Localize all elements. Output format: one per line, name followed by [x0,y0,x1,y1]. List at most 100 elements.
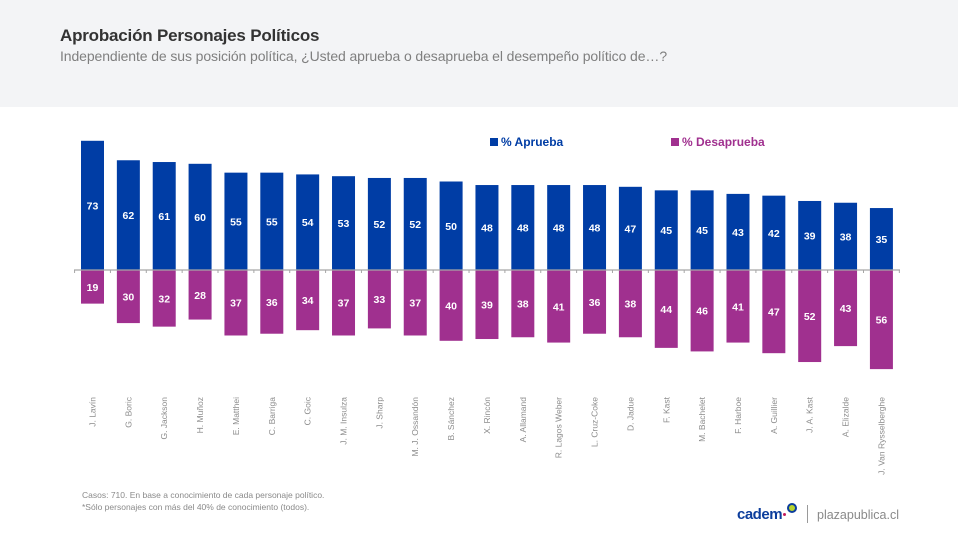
bar-disapprove [439,270,463,341]
data-label-disapprove: 43 [840,303,852,315]
data-label-approve: 55 [266,216,278,228]
category-label: J. Van Rysselberghe [876,397,886,475]
data-label-approve: 39 [804,230,816,242]
category-label: D. Jadue [625,397,635,431]
legend-disapprove: % Desaprueba [671,135,765,149]
category-label: L. Cruz-Coke [590,397,600,447]
data-label-disapprove: 38 [517,299,529,311]
data-label-approve: 73 [87,200,99,212]
data-label-disapprove: 19 [87,282,99,294]
bar-disapprove [654,270,678,348]
category-label: E. Matthei [231,397,241,435]
category-label: C. Goic [303,396,313,425]
data-label-approve: 43 [732,227,744,239]
page-title: Aprobación Personajes Políticos [60,26,320,45]
data-label-disapprove: 37 [409,298,421,310]
site-link[interactable]: plazapublica.cl [817,508,899,522]
data-label-approve: 45 [696,225,708,237]
bar-approve [367,177,391,270]
data-label-disapprove: 37 [230,298,242,310]
bar-approve [690,190,714,270]
bar-approve [81,140,104,270]
bar-approve [188,163,212,270]
bar-disapprove [224,270,248,336]
bar-approve [224,172,248,270]
data-label-approve: 48 [481,223,493,235]
bar-disapprove [511,270,535,338]
bar-disapprove [762,270,786,354]
data-label-approve: 54 [302,217,314,229]
bar-disapprove [260,270,284,334]
category-label: J. M. Insulza [339,397,349,445]
data-label-disapprove: 36 [589,297,601,309]
bar-approve [547,185,571,270]
data-label-disapprove: 34 [302,295,314,307]
category-label: H. Muñoz [195,397,205,433]
category-label: J. A. Kast [805,396,815,433]
bar-disapprove [618,270,642,338]
bar-disapprove [547,270,571,343]
category-label: G. Boric [123,396,133,427]
legend-disapprove-label: % Desaprueba [682,135,765,149]
bar-approve [439,181,463,270]
data-label-approve: 50 [445,221,457,233]
data-label-disapprove: 41 [553,301,565,313]
legend-disapprove-swatch [671,138,679,146]
category-label: J. Sharp [374,397,384,429]
footnote-knowledge: *Sólo personajes con más del 40% de cono… [82,502,310,512]
category-label: A. Allamand [518,397,528,443]
bar-approve [403,177,427,270]
bar-disapprove [475,270,499,340]
bar-approve [798,200,822,270]
legend-approve-swatch [490,138,498,146]
data-label-disapprove: 40 [445,300,457,312]
data-label-approve: 52 [374,219,386,231]
data-label-disapprove: 52 [804,311,816,323]
bar-approve [726,193,750,270]
data-label-disapprove: 28 [194,290,206,302]
data-label-approve: 61 [158,211,170,223]
bar-disapprove [332,270,356,336]
data-label-disapprove: 37 [338,298,350,310]
bar-disapprove [81,270,104,304]
bar-approve [475,185,499,270]
data-label-disapprove: 39 [481,300,493,312]
bar-disapprove [798,270,822,363]
data-label-approve: 35 [876,234,888,246]
footnote-cases: Casos: 710. En base a conocimiento de ca… [82,490,325,500]
data-label-disapprove: 46 [696,306,708,318]
data-label-approve: 62 [123,210,135,222]
category-label: A. Elizalde [841,397,851,437]
bar-disapprove [726,270,750,343]
bar-approve [116,160,140,270]
data-label-approve: 45 [660,225,672,237]
bar-disapprove [296,270,320,331]
cadem-logo-dot-icon [787,503,797,513]
category-label: G. Jackson [159,397,169,440]
bar-disapprove [188,270,212,320]
bar-disapprove [834,270,858,347]
data-label-approve: 60 [194,212,206,224]
data-label-approve: 38 [840,231,852,243]
bar-approve [618,186,642,270]
data-label-disapprove: 36 [266,297,278,309]
bar-approve [260,172,284,270]
bar-approve [332,176,356,270]
data-label-disapprove: 30 [123,292,135,304]
bar-approve [296,174,320,270]
data-label-disapprove: 47 [768,307,780,319]
bar-approve [834,202,858,270]
legend-approve-label: % Aprueba [501,135,564,149]
category-label: F. Harboe [733,397,743,434]
bar-approve [152,162,176,270]
data-label-approve: 52 [409,219,421,231]
bar-approve [511,185,535,270]
data-label-approve: 48 [517,223,529,235]
data-label-disapprove: 44 [660,304,672,316]
category-label: J. Lavín [88,397,98,427]
bar-disapprove [869,270,893,370]
bar-approve [762,195,786,270]
cadem-logo-accent-icon [783,513,786,516]
bar-approve [869,208,893,270]
category-label: M. J. Ossandón [410,397,420,457]
